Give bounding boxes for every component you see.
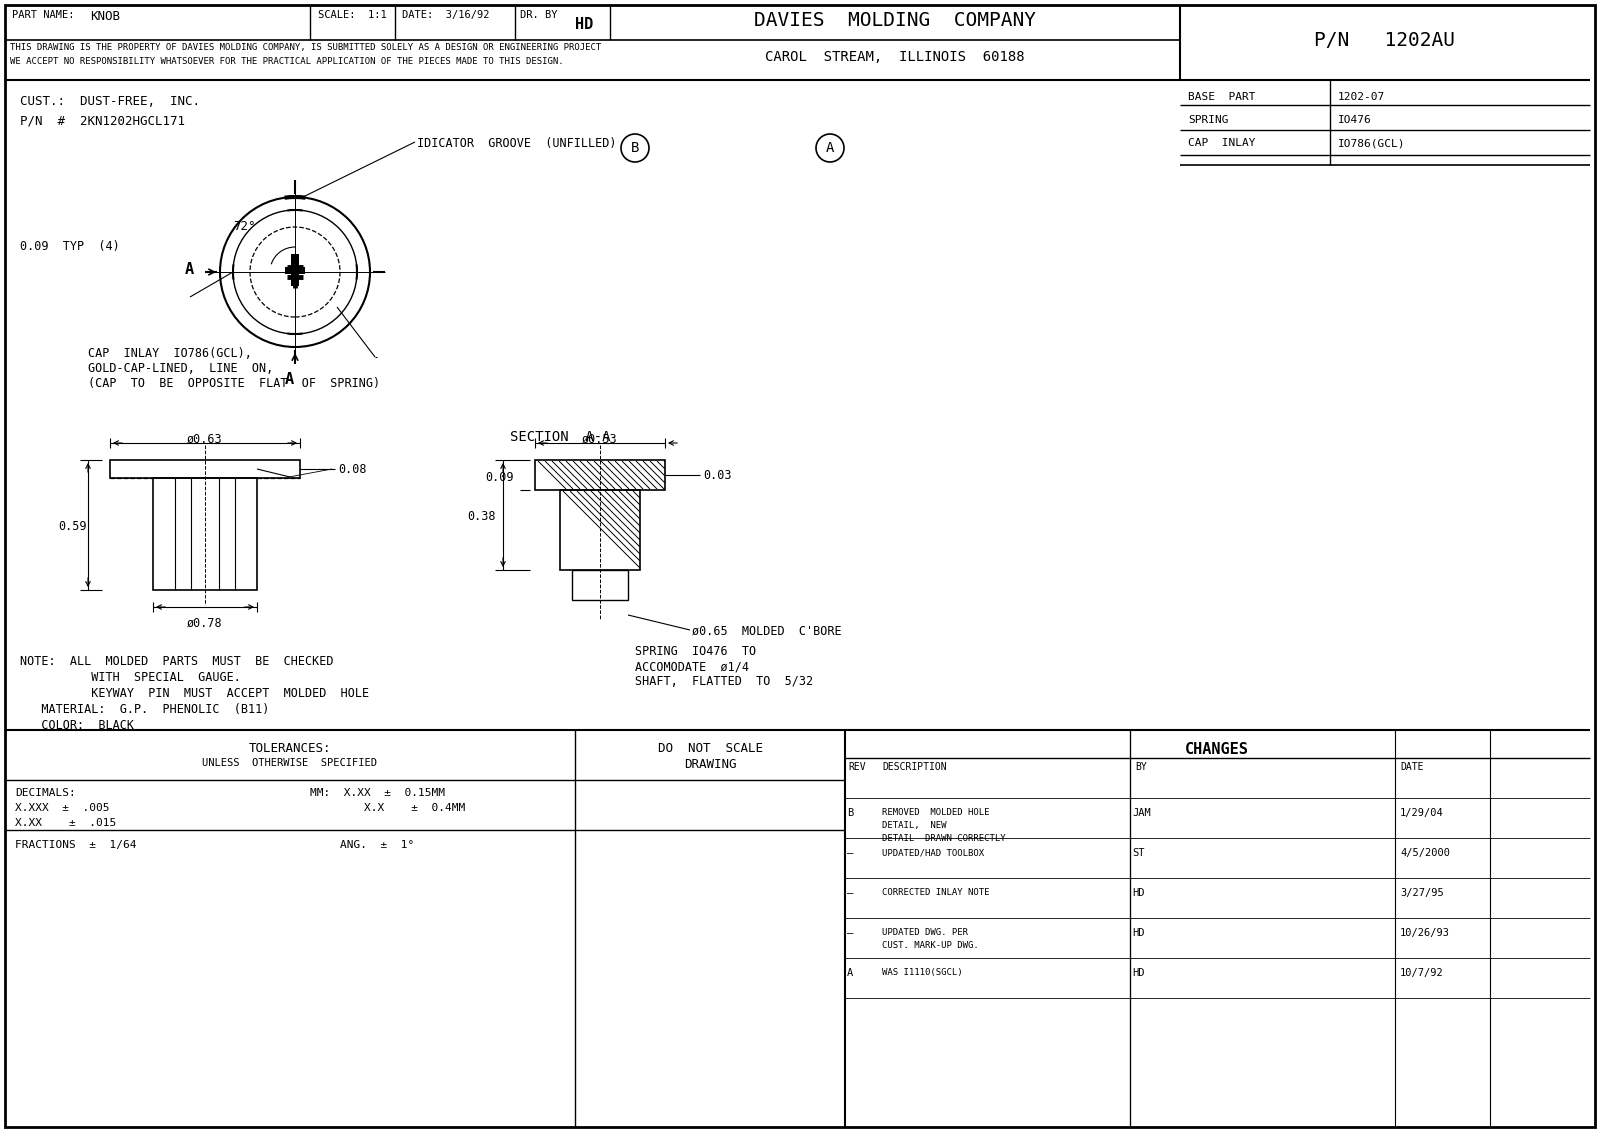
Text: SHAFT,  FLATTED  TO  5/32: SHAFT, FLATTED TO 5/32 — [635, 675, 813, 688]
Text: 0.03: 0.03 — [702, 469, 731, 482]
Text: A: A — [285, 372, 294, 387]
Text: X.X    ±  0.4MM: X.X ± 0.4MM — [310, 803, 466, 813]
Polygon shape — [285, 267, 306, 274]
Text: WITH  SPECIAL  GAUGE.: WITH SPECIAL GAUGE. — [19, 671, 242, 684]
Bar — [110, 460, 301, 478]
Text: ø0.78: ø0.78 — [187, 617, 222, 631]
Text: X.XX    ±  .015: X.XX ± .015 — [14, 818, 117, 827]
Text: B: B — [846, 808, 853, 818]
Text: 10/26/93: 10/26/93 — [1400, 928, 1450, 938]
Text: 0.09: 0.09 — [485, 471, 514, 484]
Text: 0.38: 0.38 — [467, 511, 496, 523]
Text: ø0.65  MOLDED  C'BORE: ø0.65 MOLDED C'BORE — [691, 625, 842, 638]
Text: 1/29/04: 1/29/04 — [1400, 808, 1443, 818]
Text: SCALE:  1:1: SCALE: 1:1 — [318, 10, 387, 20]
Text: ø0.63: ø0.63 — [187, 434, 222, 446]
Text: IDICATOR  GROOVE  (UNFILLED): IDICATOR GROOVE (UNFILLED) — [418, 137, 616, 151]
Text: DECIMALS:: DECIMALS: — [14, 788, 75, 798]
Text: 3/27/95: 3/27/95 — [1400, 887, 1443, 898]
Bar — [560, 490, 640, 571]
Text: COLOR:  BLACK: COLOR: BLACK — [19, 719, 134, 732]
Text: REV: REV — [848, 762, 866, 772]
Text: MM:  X.XX  ±  0.15MM: MM: X.XX ± 0.15MM — [310, 788, 445, 798]
Text: CHANGES: CHANGES — [1186, 741, 1250, 757]
Text: IO476: IO476 — [1338, 115, 1371, 125]
Text: –: – — [846, 848, 853, 858]
Text: KEYWAY  PIN  MUST  ACCEPT  MOLDED  HOLE: KEYWAY PIN MUST ACCEPT MOLDED HOLE — [19, 687, 370, 700]
Text: 72°: 72° — [234, 220, 256, 233]
Text: –: – — [846, 887, 853, 898]
Text: DAVIES  MOLDING  COMPANY: DAVIES MOLDING COMPANY — [754, 10, 1037, 29]
Text: SPRING: SPRING — [1187, 115, 1229, 125]
Text: UNLESS  OTHERWISE  SPECIFIED: UNLESS OTHERWISE SPECIFIED — [203, 758, 378, 767]
Text: DRAWING: DRAWING — [683, 758, 736, 771]
Text: DETAIL  DRAWN CORRECTLY: DETAIL DRAWN CORRECTLY — [882, 834, 1006, 843]
Text: 10/7/92: 10/7/92 — [1400, 968, 1443, 978]
Text: CUST. MARK-UP DWG.: CUST. MARK-UP DWG. — [882, 941, 979, 950]
Text: 1202-07: 1202-07 — [1338, 92, 1386, 102]
Text: KNOB: KNOB — [90, 10, 120, 23]
Text: JAM: JAM — [1133, 808, 1150, 818]
Text: DETAIL,  NEW: DETAIL, NEW — [882, 821, 947, 830]
Text: UPDATED/HAD TOOLBOX: UPDATED/HAD TOOLBOX — [882, 848, 984, 857]
Text: –: – — [846, 928, 853, 938]
Text: SPRING  IO476  TO: SPRING IO476 TO — [635, 645, 757, 658]
Text: UPDATED DWG. PER: UPDATED DWG. PER — [882, 928, 968, 937]
Text: BASE  PART: BASE PART — [1187, 92, 1256, 102]
Text: HD: HD — [1133, 928, 1144, 938]
Text: CORRECTED INLAY NOTE: CORRECTED INLAY NOTE — [882, 887, 989, 897]
Text: 0.08: 0.08 — [338, 463, 366, 475]
Text: HD: HD — [1133, 887, 1144, 898]
Text: X.XXX  ±  .005: X.XXX ± .005 — [14, 803, 109, 813]
Bar — [573, 571, 627, 600]
Text: 0.09  TYP  (4): 0.09 TYP (4) — [19, 240, 120, 252]
Text: A: A — [826, 142, 834, 155]
Text: DESCRIPTION: DESCRIPTION — [882, 762, 947, 772]
Text: 0.59: 0.59 — [58, 520, 86, 533]
Text: MATERIAL:  G.P.  PHENOLIC  (B11): MATERIAL: G.P. PHENOLIC (B11) — [19, 703, 269, 717]
Text: DR. BY: DR. BY — [520, 10, 557, 20]
Text: CAROL  STREAM,  ILLINOIS  60188: CAROL STREAM, ILLINOIS 60188 — [765, 50, 1026, 65]
Text: REMOVED  MOLDED HOLE: REMOVED MOLDED HOLE — [882, 808, 989, 817]
Text: SECTION  A-A: SECTION A-A — [510, 430, 610, 444]
Text: P/N   1202AU: P/N 1202AU — [1315, 31, 1456, 50]
Text: A: A — [186, 261, 194, 277]
Text: CAP  INLAY  IO786(GCL),: CAP INLAY IO786(GCL), — [88, 348, 251, 360]
Text: ST: ST — [1133, 848, 1144, 858]
Text: HD: HD — [1133, 968, 1144, 978]
Text: BY: BY — [1134, 762, 1147, 772]
Text: WAS I1110(SGCL): WAS I1110(SGCL) — [882, 968, 963, 977]
Polygon shape — [291, 274, 299, 286]
Text: 4/5/2000: 4/5/2000 — [1400, 848, 1450, 858]
Text: A: A — [846, 968, 853, 978]
Text: ACCOMODATE  ø1/4: ACCOMODATE ø1/4 — [635, 660, 749, 674]
Text: WE ACCEPT NO RESPONSIBILITY WHATSOEVER FOR THE PRACTICAL APPLICATION OF THE PIEC: WE ACCEPT NO RESPONSIBILITY WHATSOEVER F… — [10, 57, 563, 66]
Text: THIS DRAWING IS THE PROPERTY OF DAVIES MOLDING COMPANY, IS SUBMITTED SOLELY AS A: THIS DRAWING IS THE PROPERTY OF DAVIES M… — [10, 43, 602, 52]
Text: PART NAME:: PART NAME: — [13, 10, 75, 20]
Text: ø0.53: ø0.53 — [582, 434, 618, 446]
Bar — [534, 460, 666, 490]
Text: FRACTIONS  ±  1/64: FRACTIONS ± 1/64 — [14, 840, 136, 850]
Text: NOTE:  ALL  MOLDED  PARTS  MUST  BE  CHECKED: NOTE: ALL MOLDED PARTS MUST BE CHECKED — [19, 655, 333, 668]
Text: ANG.  ±  1°: ANG. ± 1° — [339, 840, 414, 850]
Text: (CAP  TO  BE  OPPOSITE  FLAT  OF  SPRING): (CAP TO BE OPPOSITE FLAT OF SPRING) — [88, 377, 381, 391]
Text: DATE:  3/16/92: DATE: 3/16/92 — [402, 10, 490, 20]
Polygon shape — [291, 254, 299, 267]
Text: CAP  INLAY: CAP INLAY — [1187, 138, 1256, 148]
Text: IO786(GCL): IO786(GCL) — [1338, 138, 1405, 148]
Text: DO  NOT  SCALE: DO NOT SCALE — [658, 741, 763, 755]
Text: P/N  #  2KN1202HGCL171: P/N # 2KN1202HGCL171 — [19, 115, 186, 128]
Text: GOLD-CAP-LINED,  LINE  ON,: GOLD-CAP-LINED, LINE ON, — [88, 362, 274, 375]
Text: TOLERANCES:: TOLERANCES: — [248, 741, 331, 755]
Bar — [154, 478, 258, 590]
Text: B: B — [630, 142, 638, 155]
Text: DATE: DATE — [1400, 762, 1424, 772]
Text: CUST.:  DUST-FREE,  INC.: CUST.: DUST-FREE, INC. — [19, 95, 200, 108]
Text: HD: HD — [574, 17, 594, 32]
